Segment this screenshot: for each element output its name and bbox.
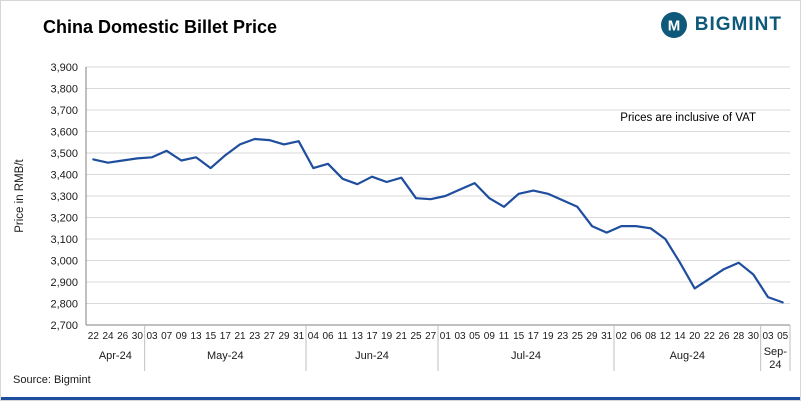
x-tick-label: 30 <box>132 331 144 342</box>
vat-annotation: Prices are inclusive of VAT <box>620 112 756 124</box>
x-tick-label: 07 <box>161 331 173 342</box>
y-tick-label: 3,400 <box>50 170 78 182</box>
x-tick-label: 27 <box>425 331 437 342</box>
month-label: Jul-24 <box>511 350 541 362</box>
x-tick-label: 19 <box>542 331 554 342</box>
x-tick-label: 27 <box>264 331 276 342</box>
month-label: Sep- <box>764 346 788 358</box>
source-caption: Source: Bigmint <box>13 374 91 386</box>
x-tick-label: 04 <box>308 331 320 342</box>
month-label: Apr-24 <box>99 350 132 362</box>
price-line <box>92 137 784 304</box>
x-tick-label: 11 <box>337 331 348 342</box>
x-tick-label: 19 <box>381 331 393 342</box>
x-tick-label: 09 <box>484 331 496 342</box>
x-tick-label: 21 <box>234 331 246 342</box>
x-tick-label: 02 <box>616 331 628 342</box>
x-tick-label: 24 <box>102 331 114 342</box>
y-tick-label: 3,800 <box>50 84 78 96</box>
y-tick-label: 3,500 <box>50 148 78 160</box>
month-label: Jun-24 <box>355 350 389 362</box>
x-tick-label: 21 <box>396 331 408 342</box>
x-tick-label: 22 <box>704 331 716 342</box>
bigmint-logo-text: BIGMINT <box>694 14 782 35</box>
x-tick-label: 26 <box>718 331 730 342</box>
x-tick-label: 03 <box>146 331 158 342</box>
x-tick-label: 06 <box>322 331 334 342</box>
x-tick-label: 20 <box>689 331 701 342</box>
y-tick-label: 3,100 <box>50 234 78 246</box>
bigmint-logo: M BIGMINT <box>660 11 782 39</box>
y-tick-label: 2,800 <box>50 299 78 311</box>
price-line-chart: 2,700 2,800 2,900 3,000 3,100 3,200 3,300 3,400… <box>14 62 791 371</box>
x-tick-label: 23 <box>557 331 569 342</box>
x-tick-label: 15 <box>205 331 217 342</box>
y-tick-label: 3,200 <box>50 213 78 225</box>
chart-title: China Domestic Billet Price <box>43 17 278 37</box>
y-tick-label: 3,700 <box>50 105 78 117</box>
x-tick-label: 28 <box>733 331 745 342</box>
x-tick-label: 06 <box>630 331 642 342</box>
x-tick-label: 01 <box>440 331 452 342</box>
x-tick-label: 13 <box>190 331 202 342</box>
month-label: 24 <box>769 359 781 371</box>
x-tick-label: 25 <box>572 331 584 342</box>
y-tick-label: 2,900 <box>50 277 78 289</box>
x-tick-label: 17 <box>366 331 378 342</box>
bigmint-logo-icon: M <box>660 12 687 38</box>
x-tick-label: 30 <box>748 331 760 342</box>
month-label: May-24 <box>207 350 244 362</box>
x-tick-label: 03 <box>454 331 466 342</box>
y-tick-label: 2,700 <box>50 320 78 332</box>
y-tick-label: 3,600 <box>50 127 78 139</box>
x-tick-label: 15 <box>513 331 525 342</box>
x-tick-label: 05 <box>469 331 481 342</box>
x-tick-label: 23 <box>249 331 261 342</box>
x-tick-label: 14 <box>674 331 686 342</box>
x-tick-label: 31 <box>293 331 305 342</box>
x-tick-label: 09 <box>176 331 188 342</box>
x-tick-label: 17 <box>528 331 540 342</box>
x-tick-label: 22 <box>88 331 100 342</box>
x-tick-label: 31 <box>601 331 613 342</box>
x-tick-label: 11 <box>499 331 510 342</box>
svg-text:M: M <box>668 18 681 35</box>
x-tick-label: 25 <box>410 331 422 342</box>
y-tick-label: 3,300 <box>50 191 78 203</box>
y-tick-label: 3,000 <box>50 256 78 268</box>
y-tick-label: 3,900 <box>50 62 78 74</box>
month-label: Aug-24 <box>670 350 705 362</box>
y-axis-title: Price in RMB/t <box>14 158 26 232</box>
x-tick-label: 29 <box>586 331 598 342</box>
x-tick-label: 12 <box>660 331 672 342</box>
x-tick-label: 26 <box>117 331 129 342</box>
x-tick-label: 03 <box>762 331 774 342</box>
x-tick-label: 05 <box>777 331 789 342</box>
x-tick-label: 13 <box>352 331 364 342</box>
x-tick-label: 17 <box>220 331 232 342</box>
x-tick-label: 08 <box>645 331 657 342</box>
bottom-edge-bar <box>1 397 800 400</box>
x-tick-label: 29 <box>278 331 290 342</box>
